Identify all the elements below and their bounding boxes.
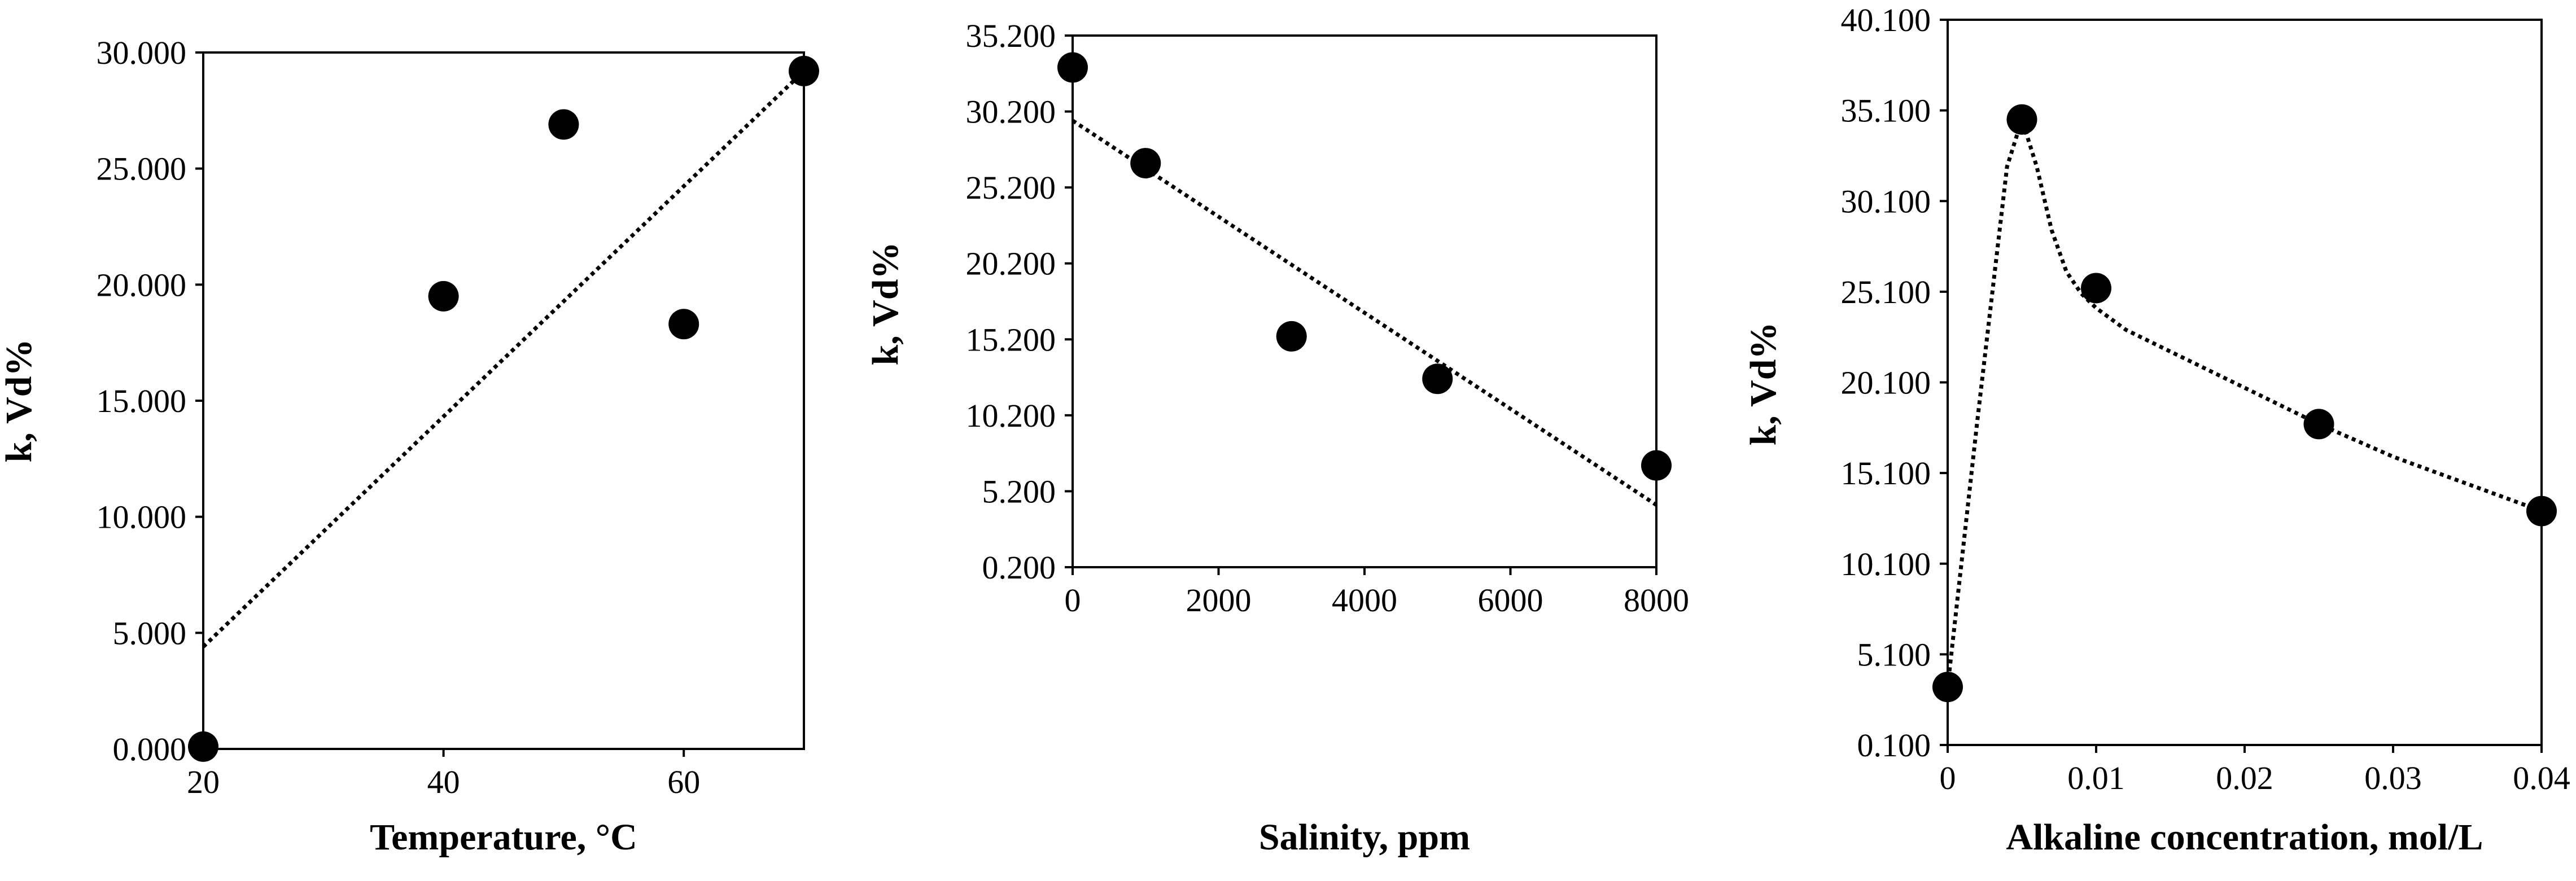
data-point [2526,496,2557,527]
y-tick-label: 20.200 [966,246,1056,282]
x-tick-label: 6000 [1478,582,1543,619]
y-tick-label: 5.100 [1857,636,1931,673]
y-tick-label: 10.100 [1841,546,1931,582]
trendline-dotted [202,69,806,648]
y-axis-title-alkaline: k, Vd% [1743,322,1784,446]
chart-panel-salinity: 0.200 5.200 10.200 15.200 20.200 25.200 30.200… [865,17,1689,858]
y-tick-label: 35.100 [1841,93,1931,129]
x-tick-label: 0.04 [2513,760,2570,796]
y-tick-label: 10.200 [966,397,1056,434]
x-tick-label: 4000 [1332,582,1397,619]
y-tick-label: 30.000 [97,34,187,71]
data-point [428,280,459,312]
y-tick-label: 15.200 [966,321,1056,358]
data-point [668,309,699,340]
x-tick-label: 0 [1940,760,1956,796]
x-tick-label: 0 [1065,582,1081,619]
y-tick-label: 30.200 [966,94,1056,130]
y-axis-title-salinity: k, Vd% [865,242,906,366]
x-tick-label: 40 [427,764,460,800]
x-tick-label: 60 [667,764,700,800]
y-tick-label: 20.000 [97,266,187,303]
x-axis-title-salinity: Salinity, ppm [1259,817,1470,858]
x-tick-label: 0.03 [2364,760,2422,796]
y-tick-label: 15.100 [1841,455,1931,492]
y-tick-label: 0.200 [982,549,1056,586]
y-tick-label: 0.100 [1857,727,1931,764]
y-tick-label: 25.000 [97,151,187,187]
x-tick-label: 0.01 [2067,760,2125,796]
data-point [1932,672,1963,703]
y-tick-label: 15.000 [97,383,187,419]
data-point [1130,148,1161,179]
x-tick-label: 20 [187,764,220,800]
plot-area-frame [202,51,805,750]
x-axis-title-alkaline: Alkaline concentration, mol/L [2006,817,2483,858]
data-point [2303,409,2334,440]
plot-area-frame [1071,34,1657,568]
data-point [1057,52,1088,83]
y-tick-label: 25.200 [966,169,1056,206]
trendline-dotted [1071,119,1657,507]
x-tick-label: 8000 [1624,582,1689,619]
data-point [2006,104,2037,135]
x-tick-label: 2000 [1186,582,1252,619]
y-tick-label: 35.200 [966,17,1056,54]
y-tick-label: 0.000 [113,731,187,768]
chart-panel-temperature: 0.000 5.000 10.000 15.000 20.000 25.000 30.000… [0,34,819,858]
x-tick-label: 0.02 [2216,760,2273,796]
data-point [548,109,579,140]
data-point [188,731,218,762]
y-tick-label: 20.100 [1841,365,1931,401]
data-point [1422,363,1453,395]
plot-area-frame [1947,19,2543,746]
y-axis-title-temperature: k, Vd% [0,339,40,463]
y-tick-label: 5.000 [113,615,187,651]
trendline-dotted [1945,117,2543,687]
x-axis-title-temperature: Temperature, °C [370,817,637,858]
y-tick-label: 25.100 [1841,274,1931,310]
data-point [1276,321,1307,352]
data-point [789,55,819,86]
chart-panel-alkaline: 0.100 5.100 10.100 15.100 20.100 25.100 30.100… [1743,2,2570,858]
data-point [2081,273,2111,304]
data-point [1641,450,1672,481]
y-tick-label: 5.200 [982,473,1056,510]
y-tick-label: 30.100 [1841,183,1931,220]
y-tick-label: 40.100 [1841,2,1931,38]
y-tick-label: 10.000 [97,499,187,536]
